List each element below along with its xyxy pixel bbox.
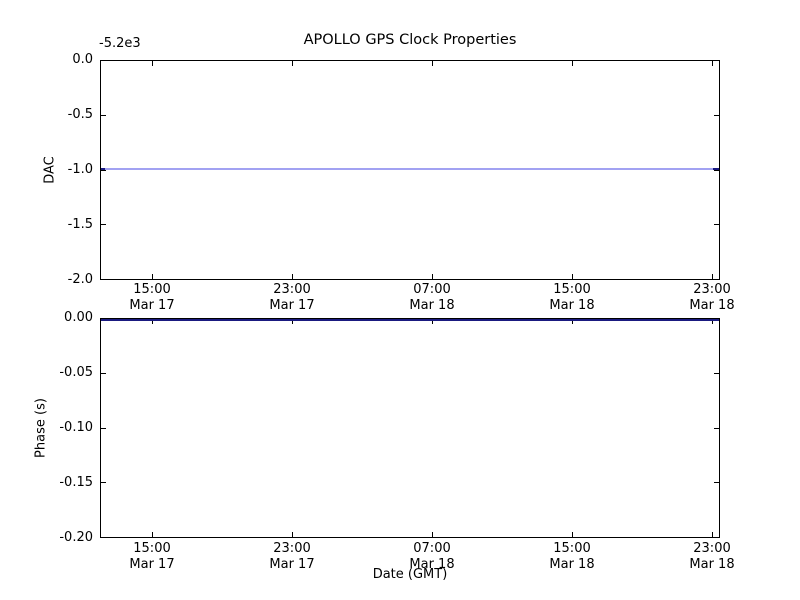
tick-mark: [432, 319, 433, 324]
tick-mark: [292, 274, 293, 279]
tick-mark: [712, 61, 713, 66]
x-tick-label: 15:00 Mar 18: [527, 541, 617, 573]
tick-mark: [101, 428, 106, 429]
tick-mark: [101, 482, 106, 483]
tick-mark: [712, 274, 713, 279]
tick-mark: [572, 532, 573, 537]
x-tick-time: 15:00: [553, 541, 591, 556]
tick-mark: [432, 61, 433, 66]
tick-mark: [152, 61, 153, 66]
bottom-plot-axes: [100, 318, 720, 538]
y-tick-label: -0.20: [59, 530, 93, 545]
tick-mark: [292, 319, 293, 324]
x-tick-label: 23:00 Mar 18: [667, 541, 757, 573]
y-tick-label: 0.00: [64, 310, 93, 325]
tick-mark: [572, 319, 573, 324]
x-tick-label: 15:00 Mar 17: [107, 282, 197, 314]
tick-mark: [101, 224, 106, 225]
x-tick-date: Mar 17: [269, 557, 315, 572]
x-tick-time: 15:00: [133, 282, 171, 297]
y-tick-label: -1.0: [67, 162, 93, 177]
x-tick-label: 07:00 Mar 18: [387, 282, 477, 314]
x-tick-date: Mar 18: [689, 557, 735, 572]
tick-mark: [101, 115, 106, 116]
tick-mark: [101, 373, 106, 374]
x-tick-time: 15:00: [553, 282, 591, 297]
x-tick-date: Mar 17: [129, 298, 175, 313]
tick-mark: [152, 274, 153, 279]
tick-mark: [572, 274, 573, 279]
x-tick-time: 23:00: [693, 541, 731, 556]
y-tick-label: -0.10: [59, 420, 93, 435]
phase-series-line: [101, 319, 719, 321]
bottom-plot-xlabel: Date (GMT): [372, 567, 448, 582]
tick-mark: [714, 115, 719, 116]
tick-mark: [714, 428, 719, 429]
y-tick-label: 0.0: [72, 52, 93, 67]
x-tick-date: Mar 17: [129, 557, 175, 572]
tick-mark: [432, 274, 433, 279]
x-tick-date: Mar 18: [409, 557, 455, 572]
tick-mark: [152, 319, 153, 324]
x-tick-label: 07:00 Mar 18: [387, 541, 477, 573]
x-tick-label: 15:00 Mar 17: [107, 541, 197, 573]
dac-series-line-end: [713, 168, 719, 170]
tick-mark: [152, 532, 153, 537]
y-tick-label: -0.5: [67, 107, 93, 122]
dac-series-line-start: [101, 168, 105, 170]
x-tick-date: Mar 18: [409, 298, 455, 313]
tick-mark: [712, 319, 713, 324]
x-tick-label: 23:00 Mar 17: [247, 282, 337, 314]
tick-mark: [292, 532, 293, 537]
dac-series-line: [101, 168, 719, 170]
x-tick-label: 15:00 Mar 18: [527, 282, 617, 314]
tick-mark: [572, 61, 573, 66]
x-tick-label: 23:00 Mar 18: [667, 282, 757, 314]
tick-mark: [714, 224, 719, 225]
x-tick-date: Mar 17: [269, 298, 315, 313]
y-tick-label: -1.5: [67, 217, 93, 232]
tick-mark: [714, 170, 719, 171]
chart-title: APOLLO GPS Clock Properties: [303, 32, 517, 48]
x-tick-date: Mar 18: [549, 298, 595, 313]
x-tick-time: 07:00: [413, 282, 451, 297]
x-tick-date: Mar 18: [549, 557, 595, 572]
tick-mark: [714, 482, 719, 483]
tick-mark: [292, 61, 293, 66]
tick-mark: [101, 170, 106, 171]
tick-mark: [714, 373, 719, 374]
x-tick-time: 23:00: [693, 282, 731, 297]
tick-mark: [712, 532, 713, 537]
x-tick-label: 23:00 Mar 17: [247, 541, 337, 573]
y-tick-label: -2.0: [67, 272, 93, 287]
top-plot-ylabel: DAC: [42, 156, 58, 184]
x-tick-time: 15:00: [133, 541, 171, 556]
x-tick-date: Mar 18: [689, 298, 735, 313]
top-plot-axes: [100, 60, 720, 280]
y-tick-label: -0.15: [59, 475, 93, 490]
x-tick-time: 23:00: [273, 282, 311, 297]
x-tick-time: 23:00: [273, 541, 311, 556]
y-tick-label: -0.05: [59, 365, 93, 380]
tick-mark: [432, 532, 433, 537]
x-tick-time: 07:00: [413, 541, 451, 556]
y-axis-offset-label: -5.2e3: [99, 36, 141, 51]
bottom-plot-ylabel: Phase (s): [33, 398, 49, 458]
